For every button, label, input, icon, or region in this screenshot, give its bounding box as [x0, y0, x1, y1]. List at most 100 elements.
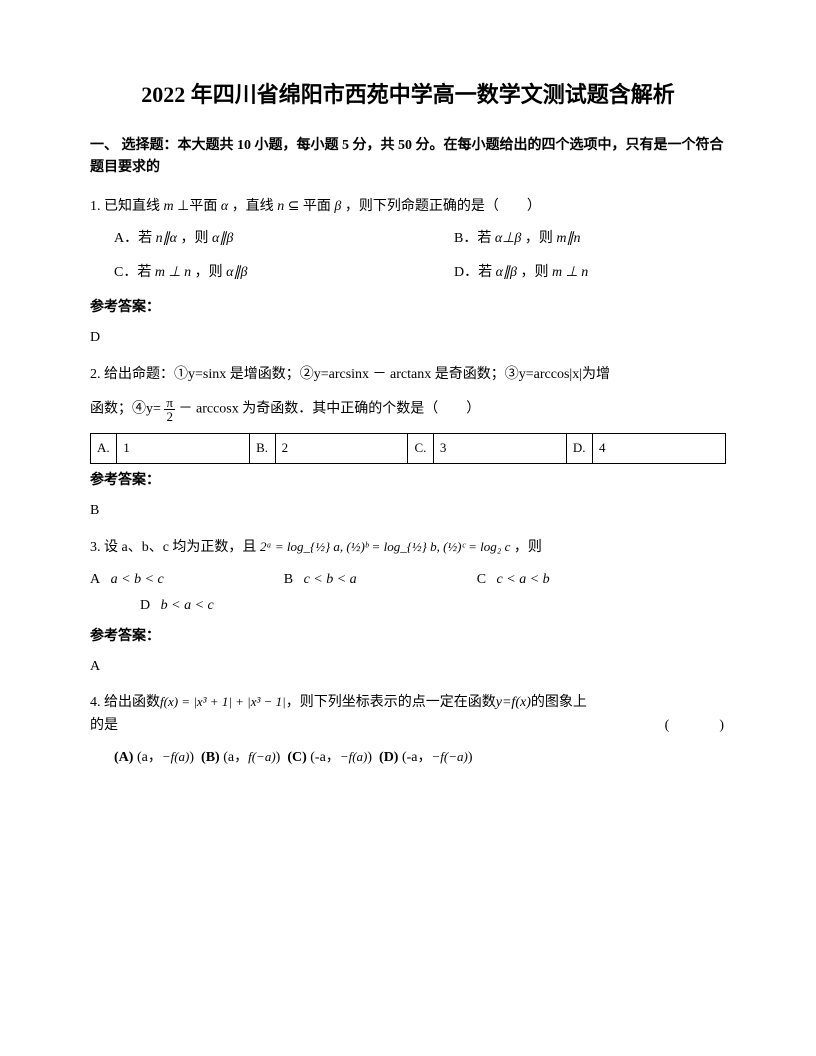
q3-B-exp: c < b < a — [304, 572, 357, 587]
q1-suffix: ，则下列命题正确的是（ ） — [345, 199, 541, 214]
q4-yfx: y=f(x) — [496, 692, 531, 714]
q4-post1: 的图象上 — [531, 692, 587, 714]
q2-cellC-val: 3 — [433, 433, 566, 463]
q4-A-post: ) — [189, 750, 194, 765]
q3-C-exp: c < a < b — [497, 572, 550, 587]
q3-answer: A — [90, 656, 726, 678]
q1-mid: ，直线 — [232, 199, 278, 214]
q4-paren: ( ) — [665, 715, 726, 737]
q1-optB: B．若 α⊥β ，则 m∥n — [454, 228, 726, 250]
q3-B-label: B — [284, 572, 293, 587]
q1-optA-res: α∥β — [212, 231, 233, 246]
q1-answer: D — [90, 327, 726, 349]
q2-text2: 函数；④y= π 2 － arccosx 为奇函数．其中正确的个数是（ ） — [90, 396, 726, 423]
q4-B-pre: (a， — [223, 750, 248, 765]
q1-optA-cond: n∥α — [156, 231, 177, 246]
q1-optC-pre: C．若 — [114, 265, 155, 280]
q2-cellA-label: A. — [91, 433, 117, 463]
q1-answer-label: 参考答案： — [90, 297, 726, 319]
q2-text2-pre: 函数；④y= — [90, 402, 164, 417]
q4-pre: 4. 给出函数 — [90, 692, 160, 714]
q3-A-label: A — [90, 572, 100, 587]
q1-optB-cond: α⊥β — [495, 231, 522, 246]
q1-optD-res: m ⊥ n — [552, 265, 588, 280]
q3-expr: 2ᵃ = log_{½} a, (½)ᵇ = log_{½} b, (½)ᶜ =… — [260, 539, 510, 554]
q3-optC: C c < a < b — [477, 569, 550, 591]
q4-D-img: −f(−a) — [432, 749, 468, 764]
q1-optB-res: m∥n — [556, 231, 580, 246]
q3-post: ，则 — [514, 540, 542, 555]
q4-A-img: −f(a) — [162, 749, 190, 764]
q4-A-pre: (a， — [137, 750, 162, 765]
q4-C-img: −f(a) — [340, 749, 368, 764]
q3-optA: A a < b < c — [90, 569, 164, 591]
q4-mid: ，则下列坐标表示的点一定在函数 — [286, 692, 496, 714]
q4-C-lbl: (C) — [287, 750, 306, 765]
q3-optD: D b < a < c — [90, 595, 726, 617]
q3-answer-label: 参考答案： — [90, 626, 726, 648]
q1-options-row1: A．若 n∥α ，则 α∥β B．若 α⊥β ，则 m∥n — [90, 228, 726, 250]
q1-subset: ⊆ 平面 — [288, 199, 335, 214]
q2-cellA-val: 1 — [117, 433, 250, 463]
q2-cellC-label: C. — [408, 433, 433, 463]
q2-answer: B — [90, 500, 726, 522]
q1-beta: β — [334, 199, 341, 214]
q4-C-pre: (-a， — [310, 750, 340, 765]
q3-D-label: D — [140, 598, 150, 613]
q4-D-post: ) — [468, 750, 473, 765]
pi-over-2-fraction: π 2 — [164, 396, 175, 423]
q4-D-pre: (-a， — [402, 750, 432, 765]
question-3: 3. 设 a、b、c 均为正数，且 2ᵃ = log_{½} a, (½)ᵇ =… — [90, 537, 726, 679]
question-1: 1. 已知直线 m ⊥平面 α ，直线 n ⊆ 平面 β ，则下列命题正确的是（… — [90, 196, 726, 350]
q1-text: 1. 已知直线 m ⊥平面 α ，直线 n ⊆ 平面 β ，则下列命题正确的是（… — [90, 196, 726, 218]
q3-A-exp: a < b < c — [111, 572, 164, 587]
q1-options-row2: C．若 m ⊥ n ，则 α∥β D．若 α∥β ，则 m ⊥ n — [90, 262, 726, 284]
q4-C-post: ) — [367, 750, 372, 765]
q1-n: n — [277, 199, 284, 214]
frac-den: 2 — [164, 410, 175, 423]
q1-optC-res: α∥β — [226, 265, 247, 280]
q3-C-label: C — [477, 572, 486, 587]
question-4: 4. 给出函数 f(x) = |x³ + 1| + |x³ − 1| ，则下列坐… — [90, 692, 726, 769]
page-title: 2022 年四川省绵阳市西苑中学高一数学文测试题含解析 — [90, 80, 726, 111]
q1-perp: ⊥平面 — [177, 199, 221, 214]
q4-B-post: ) — [276, 750, 281, 765]
q2-answer-label: 参考答案： — [90, 470, 726, 492]
q4-text: 4. 给出函数 f(x) = |x³ + 1| + |x³ − 1| ，则下列坐… — [90, 692, 726, 737]
q4-D-lbl: (D) — [379, 750, 398, 765]
q1-prefix: 1. 已知直线 — [90, 199, 164, 214]
frac-num: π — [164, 396, 175, 410]
q4-post2: 的是 — [90, 715, 118, 737]
question-2: 2. 给出命题：①y=sinx 是增函数；②y=arcsinx － arctan… — [90, 364, 726, 523]
q2-cellB-val: 2 — [275, 433, 408, 463]
q2-cellD-label: D. — [566, 433, 592, 463]
q1-optA: A．若 n∥α ，则 α∥β — [114, 228, 454, 250]
q2-text2-post: － arccosx 为奇函数．其中正确的个数是（ ） — [178, 402, 480, 417]
q4-A-lbl: (A) — [114, 750, 133, 765]
q1-optC-mid: ，则 — [195, 265, 227, 280]
q2-text1: 2. 给出命题：①y=sinx 是增函数；②y=arcsinx － arctan… — [90, 364, 726, 386]
q1-optA-mid: ，则 — [180, 231, 212, 246]
q4-B-lbl: (B) — [201, 750, 220, 765]
q1-optD-cond: α∥β — [496, 265, 517, 280]
q3-options-row1: A a < b < c B c < b < a C c < a < b — [90, 569, 726, 591]
q2-cellD-val: 4 — [593, 433, 726, 463]
q2-cellB-label: B. — [250, 433, 275, 463]
section-header: 一、 选择题：本大题共 10 小题，每小题 5 分，共 50 分。在每小题给出的… — [90, 135, 726, 180]
q1-optD-mid: ，则 — [520, 265, 552, 280]
q1-m: m — [164, 199, 174, 214]
q4-fx: f(x) = |x³ + 1| + |x³ − 1| — [160, 692, 286, 713]
q4-B-img: f(−a) — [248, 749, 276, 764]
q1-optB-mid: ，则 — [525, 231, 557, 246]
q1-optD: D．若 α∥β ，则 m ⊥ n — [454, 262, 726, 284]
q1-optD-pre: D．若 — [454, 265, 496, 280]
q1-optC: C．若 m ⊥ n ，则 α∥β — [114, 262, 454, 284]
q3-text: 3. 设 a、b、c 均为正数，且 2ᵃ = log_{½} a, (½)ᵇ =… — [90, 537, 726, 559]
q1-alpha: α — [221, 199, 228, 214]
table-row: A. 1 B. 2 C. 3 D. 4 — [91, 433, 726, 463]
q1-optA-pre: A．若 — [114, 231, 156, 246]
q1-optC-cond: m ⊥ n — [155, 265, 191, 280]
q3-optB: B c < b < a — [284, 569, 357, 591]
q4-options: (A) (a，−f(a)) (B) (a，f(−a)) (C) (-a，−f(a… — [90, 747, 726, 769]
q3-pre: 3. 设 a、b、c 均为正数，且 — [90, 540, 260, 555]
